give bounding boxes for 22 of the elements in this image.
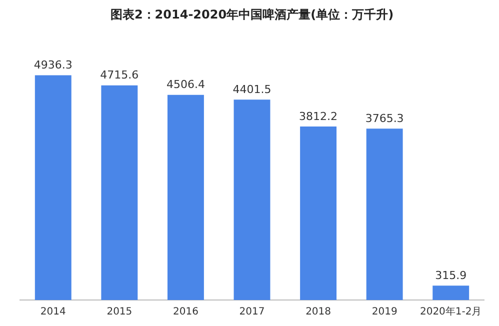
data-label: 3812.2 xyxy=(299,110,338,123)
data-label: 4506.4 xyxy=(166,78,205,92)
x-tick-label: 2017 xyxy=(239,306,265,318)
bar xyxy=(34,75,72,300)
data-label: 4936.3 xyxy=(34,58,72,72)
x-tick-label: 2020年1-2月 xyxy=(420,306,482,318)
bar xyxy=(234,100,270,300)
bar xyxy=(300,126,337,300)
bar xyxy=(432,286,470,300)
data-label: 3765.3 xyxy=(365,112,404,125)
x-tick-label: 2018 xyxy=(306,306,332,318)
bar xyxy=(167,94,204,300)
data-label: 315.9 xyxy=(435,268,467,282)
x-tick-label: 2014 xyxy=(40,306,66,318)
x-tick-label: 2015 xyxy=(106,306,132,318)
data-label: 4401.5 xyxy=(232,83,272,96)
bar xyxy=(101,85,138,300)
data-label: 4715.6 xyxy=(100,68,139,82)
x-tick-label: 2016 xyxy=(172,306,198,318)
bar xyxy=(366,128,403,300)
x-tick-label: 2019 xyxy=(372,306,398,318)
chart-title: 图表2：2014-2020年中国啤酒产量(单位：万千升) xyxy=(110,7,394,22)
